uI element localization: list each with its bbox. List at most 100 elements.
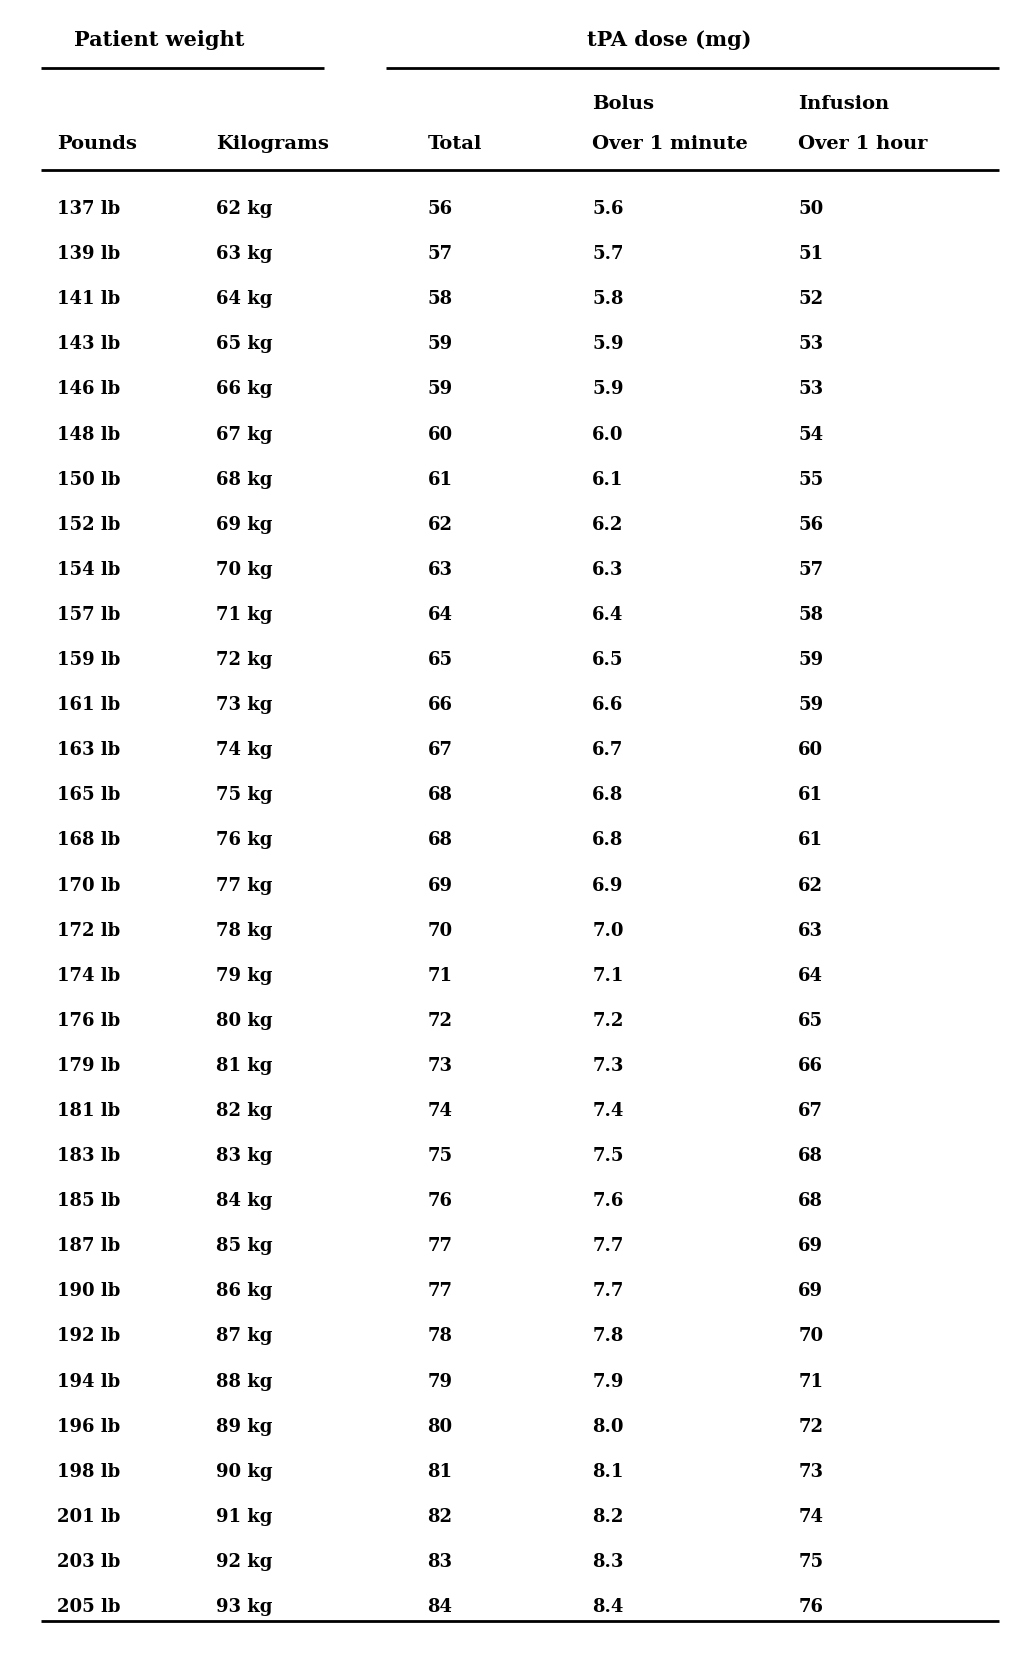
Text: 62: 62 [427,516,452,535]
Text: 83 kg: 83 kg [216,1147,273,1165]
Text: 74: 74 [798,1508,823,1526]
Text: 70 kg: 70 kg [216,561,273,579]
Text: 71 kg: 71 kg [216,606,273,624]
Text: Total: Total [427,136,482,152]
Text: 75: 75 [798,1552,823,1571]
Text: 66: 66 [427,697,452,715]
Text: 6.2: 6.2 [592,516,623,535]
Text: 67 kg: 67 kg [216,425,273,444]
Text: 60: 60 [427,425,452,444]
Text: 63 kg: 63 kg [216,245,273,263]
Text: 81 kg: 81 kg [216,1058,273,1074]
Text: 183 lb: 183 lb [57,1147,119,1165]
Text: 66: 66 [798,1058,823,1074]
Text: 58: 58 [427,290,452,308]
Text: Over 1 minute: Over 1 minute [592,136,748,152]
Text: 6.8: 6.8 [592,831,623,849]
Text: 6.0: 6.0 [592,425,624,444]
Text: 203 lb: 203 lb [57,1552,121,1571]
Text: 8.0: 8.0 [592,1418,624,1435]
Text: 70: 70 [798,1327,823,1346]
Text: 65 kg: 65 kg [216,336,273,354]
Text: 172 lb: 172 lb [57,922,119,940]
Text: 73 kg: 73 kg [216,697,273,715]
Text: 67: 67 [427,741,452,760]
Text: 6.6: 6.6 [592,697,623,715]
Text: 77: 77 [427,1283,452,1301]
Text: 92 kg: 92 kg [216,1552,273,1571]
Text: 6.8: 6.8 [592,786,623,804]
Text: 161 lb: 161 lb [57,697,119,715]
Text: tPA dose (mg): tPA dose (mg) [587,30,752,50]
Text: 69 kg: 69 kg [216,516,273,535]
Text: 62: 62 [798,877,823,894]
Text: 77 kg: 77 kg [216,877,273,894]
Text: 72 kg: 72 kg [216,650,273,669]
Text: 87 kg: 87 kg [216,1327,273,1346]
Text: 7.1: 7.1 [592,967,623,985]
Text: 50: 50 [798,200,824,218]
Text: 74 kg: 74 kg [216,741,273,760]
Text: 6.3: 6.3 [592,561,623,579]
Text: 54: 54 [798,425,823,444]
Text: 137 lb: 137 lb [57,200,119,218]
Text: Bolus: Bolus [592,94,654,113]
Text: 60: 60 [798,741,823,760]
Text: 59: 59 [798,697,823,715]
Text: 196 lb: 196 lb [57,1418,119,1435]
Text: 77: 77 [427,1238,452,1254]
Text: 5.9: 5.9 [592,336,624,354]
Text: 7.9: 7.9 [592,1372,623,1390]
Text: 53: 53 [798,381,823,399]
Text: 93 kg: 93 kg [216,1599,273,1615]
Text: 198 lb: 198 lb [57,1463,119,1481]
Text: 68 kg: 68 kg [216,470,273,488]
Text: 57: 57 [798,561,823,579]
Text: 74: 74 [427,1102,452,1120]
Text: 7.2: 7.2 [592,1011,623,1029]
Text: 5.8: 5.8 [592,290,624,308]
Text: 65: 65 [427,650,452,669]
Text: 90 kg: 90 kg [216,1463,273,1481]
Text: 143 lb: 143 lb [57,336,119,354]
Text: 168 lb: 168 lb [57,831,119,849]
Text: 5.7: 5.7 [592,245,624,263]
Text: Infusion: Infusion [798,94,889,113]
Text: 76 kg: 76 kg [216,831,273,849]
Text: 82: 82 [427,1508,452,1526]
Text: 181 lb: 181 lb [57,1102,119,1120]
Text: 59: 59 [798,650,823,669]
Text: 76: 76 [427,1192,452,1210]
Text: 61: 61 [798,831,823,849]
Text: 78 kg: 78 kg [216,922,273,940]
Text: 187 lb: 187 lb [57,1238,119,1254]
Text: 179 lb: 179 lb [57,1058,119,1074]
Text: 7.0: 7.0 [592,922,624,940]
Text: 159 lb: 159 lb [57,650,121,669]
Text: 8.4: 8.4 [592,1599,623,1615]
Text: 68: 68 [427,831,452,849]
Text: 6.9: 6.9 [592,877,623,894]
Text: 82 kg: 82 kg [216,1102,273,1120]
Text: 6.7: 6.7 [592,741,623,760]
Text: 8.2: 8.2 [592,1508,623,1526]
Text: 84: 84 [427,1599,452,1615]
Text: 84 kg: 84 kg [216,1192,273,1210]
Text: 75: 75 [427,1147,452,1165]
Text: 52: 52 [798,290,823,308]
Text: 71: 71 [427,967,452,985]
Text: 76: 76 [798,1599,823,1615]
Text: 73: 73 [427,1058,452,1074]
Text: 61: 61 [427,470,452,488]
Text: 7.7: 7.7 [592,1283,623,1301]
Text: Patient weight: Patient weight [74,30,245,50]
Text: 68: 68 [798,1147,823,1165]
Text: 79: 79 [427,1372,452,1390]
Text: 64: 64 [427,606,452,624]
Text: 201 lb: 201 lb [57,1508,121,1526]
Text: 7.6: 7.6 [592,1192,623,1210]
Text: 56: 56 [798,516,823,535]
Text: 55: 55 [798,470,824,488]
Text: Over 1 hour: Over 1 hour [798,136,928,152]
Text: 64: 64 [798,967,823,985]
